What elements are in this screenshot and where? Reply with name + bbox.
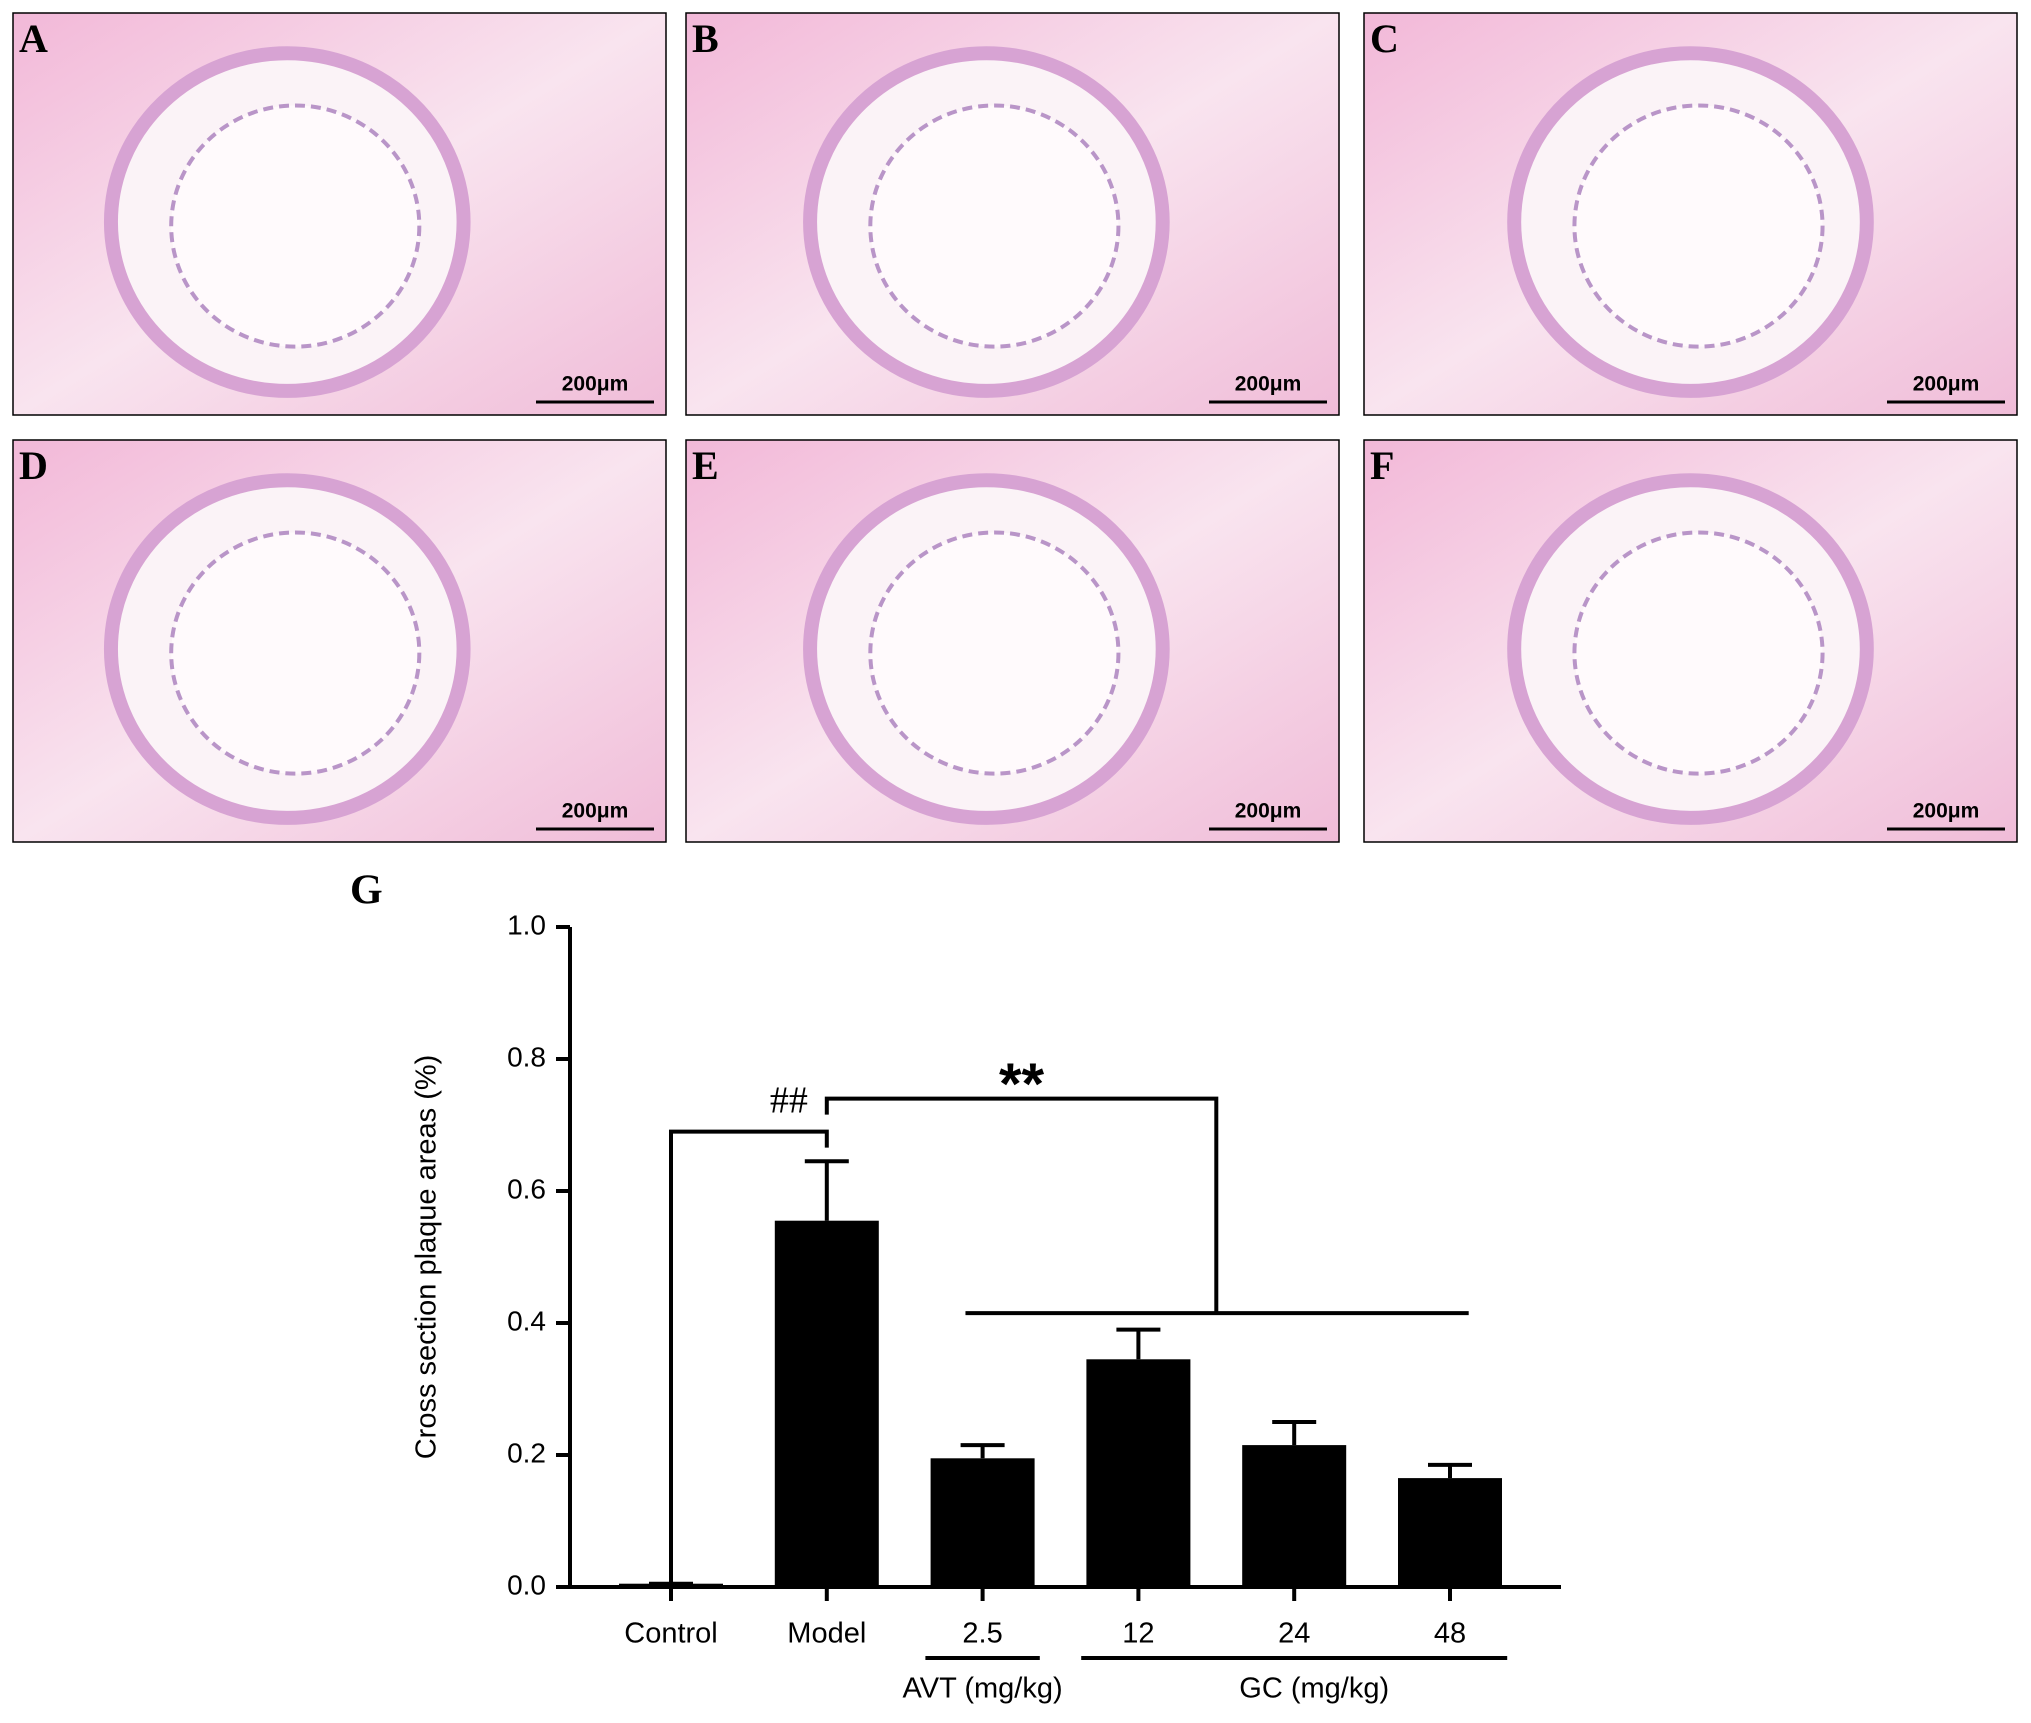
- significance-mark: **: [999, 1052, 1045, 1117]
- bar: [1242, 1445, 1347, 1587]
- scale-bar-label: 200μm: [562, 800, 629, 823]
- scale-bar-label: 200μm: [1913, 800, 1980, 823]
- panel-label: A: [19, 16, 48, 61]
- error-bar: [960, 1443, 1005, 1459]
- image-panel: C 200μm: [1363, 12, 2018, 416]
- error-bar: [1116, 1327, 1161, 1360]
- y-axis-label: Cross section plaque areas (%): [411, 1055, 443, 1460]
- image-panel: A 200μm: [12, 12, 667, 416]
- x-tick-label: Model: [787, 1618, 866, 1650]
- bar: [1086, 1359, 1191, 1587]
- x-tick-label: Control: [624, 1618, 718, 1650]
- error-bar: [804, 1159, 849, 1221]
- panel-label: B: [692, 16, 719, 61]
- panel-label: C: [1370, 16, 1399, 61]
- x-tick-label: 12: [1122, 1618, 1154, 1650]
- bar: [774, 1220, 879, 1587]
- significance-bracket: [824, 1096, 1219, 1314]
- panel-label: F: [1370, 443, 1394, 488]
- panel-label: E: [692, 443, 719, 488]
- image-panel: F 200μm: [1363, 439, 2018, 843]
- x-tick-label: 24: [1278, 1618, 1310, 1650]
- scale-bar-label: 200μm: [562, 373, 629, 396]
- image-panel: D 200μm: [12, 439, 667, 843]
- error-bar: [1428, 1462, 1472, 1479]
- panel-label: D: [19, 443, 48, 488]
- lumen: [169, 103, 422, 349]
- lumen: [1572, 530, 1825, 776]
- x-tick-label: 48: [1434, 1618, 1466, 1650]
- image-panel: B 200μm: [685, 12, 1340, 416]
- lumen: [868, 103, 1121, 349]
- lumen: [1572, 103, 1825, 349]
- significance-mark: ##: [770, 1079, 808, 1121]
- y-tick-label: 0.2: [507, 1437, 546, 1468]
- y-tick-label: 0.6: [507, 1173, 546, 1204]
- panel-label: G: [350, 868, 383, 914]
- y-tick-label: 1.0: [507, 909, 546, 940]
- image-panel: E 200μm: [685, 439, 1340, 843]
- significance-bracket: [669, 1129, 829, 1584]
- x-tick-label: 2.5: [962, 1618, 1002, 1650]
- error-bar: [1272, 1420, 1317, 1446]
- group-label: AVT (mg/kg): [903, 1673, 1063, 1705]
- y-tick-label: 0.4: [507, 1305, 546, 1336]
- y-tick-label: 0.8: [507, 1041, 546, 1072]
- scale-bar-label: 200μm: [1235, 800, 1302, 823]
- scale-bar-label: 200μm: [1235, 373, 1302, 396]
- bar: [930, 1458, 1035, 1587]
- scale-bar-label: 200μm: [1913, 373, 1980, 396]
- bar: [1398, 1478, 1502, 1587]
- y-tick-label: 0.0: [507, 1569, 546, 1600]
- lumen: [868, 530, 1121, 776]
- group-label: GC (mg/kg): [1239, 1673, 1389, 1705]
- lumen: [169, 530, 422, 776]
